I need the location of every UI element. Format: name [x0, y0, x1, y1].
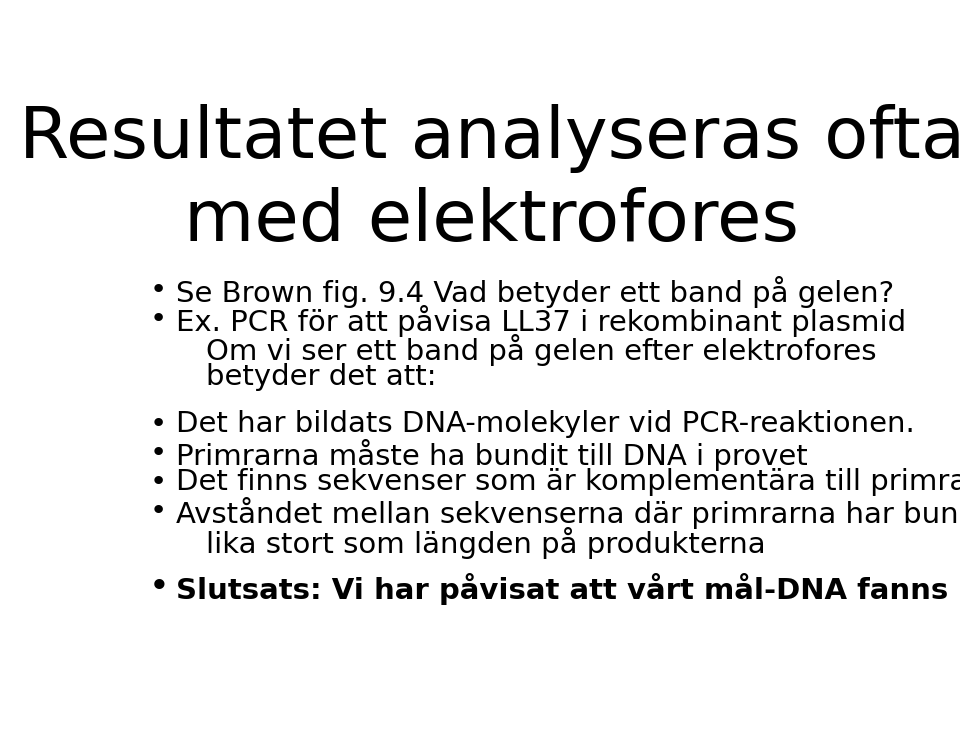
Text: •: •: [150, 468, 167, 496]
Text: Resultatet analyseras ofta
med elektrofores: Resultatet analyseras ofta med elektrofo…: [19, 104, 960, 256]
Text: •: •: [150, 276, 167, 303]
Text: betyder det att:: betyder det att:: [205, 363, 436, 391]
Text: •: •: [150, 573, 169, 601]
Text: Det har bildats DNA-molekyler vid PCR-reaktionen.: Det har bildats DNA-molekyler vid PCR-re…: [176, 410, 915, 438]
Text: lika stort som längden på produkterna: lika stort som längden på produkterna: [205, 526, 765, 558]
Text: Slutsats: Vi har påvisat att vårt mål-DNA fanns i provet: Slutsats: Vi har påvisat att vårt mål-DN…: [176, 573, 960, 605]
Text: Om vi ser ett band på gelen efter elektrofores: Om vi ser ett band på gelen efter elektr…: [205, 334, 876, 366]
Text: •: •: [150, 410, 167, 438]
Text: Se Brown fig. 9.4 Vad betyder ett band på gelen?: Se Brown fig. 9.4 Vad betyder ett band p…: [176, 276, 894, 308]
Text: Primrarna måste ha bundit till DNA i provet: Primrarna måste ha bundit till DNA i pro…: [176, 439, 807, 471]
Text: •: •: [150, 497, 167, 526]
Text: •: •: [150, 439, 167, 467]
Text: Det finns sekvenser som är komplementära till primrarna: Det finns sekvenser som är komplementära…: [176, 468, 960, 496]
Text: •: •: [150, 305, 167, 332]
Text: Ex. PCR för att påvisa LL37 i rekombinant plasmid: Ex. PCR för att påvisa LL37 i rekombinan…: [176, 305, 906, 337]
Text: Avståndet mellan sekvenserna där primrarna har bundit är: Avståndet mellan sekvenserna där primrar…: [176, 497, 960, 529]
